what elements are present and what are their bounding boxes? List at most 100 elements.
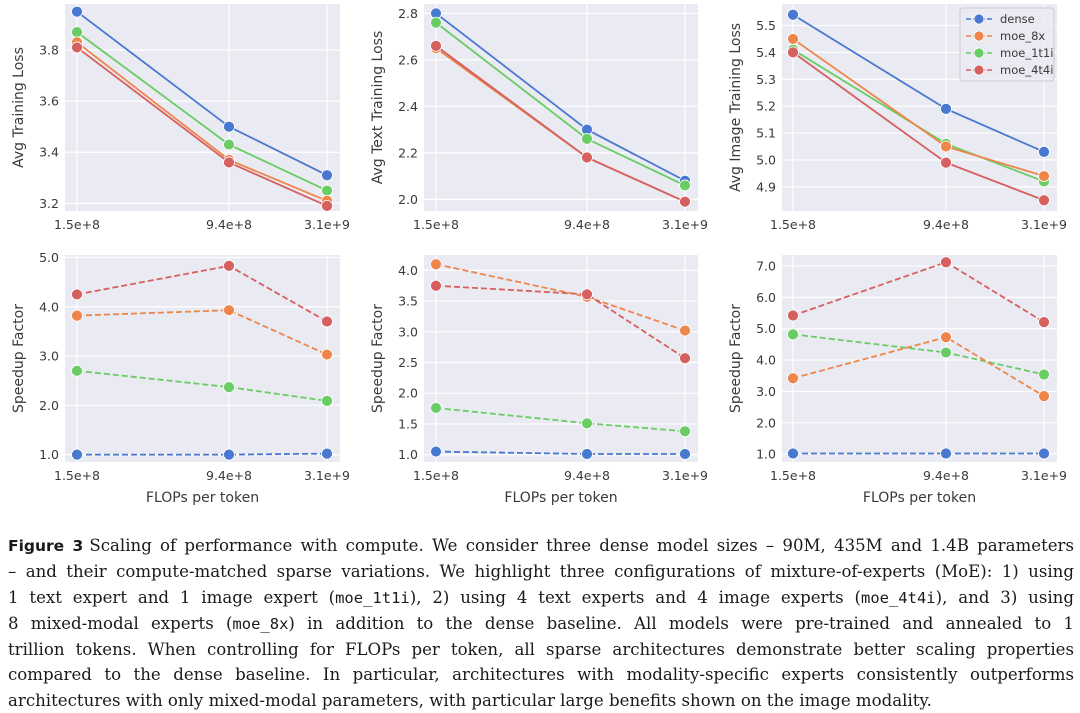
data-point-moe_1t1i [1038, 368, 1050, 381]
subplot-speedup-overall: 1.0 2.0 3.0 4.0 5.0 1.5e+8 9.4e+8 3.1e+9 Speedup… [11, 250, 350, 506]
x-tick-label: 9.4e+8 [206, 468, 252, 483]
data-point-moe_4t4i [321, 315, 333, 328]
x-tick-label: 3.1e+9 [662, 468, 708, 483]
y-tick-label: 2.0 [398, 192, 418, 207]
plot-area [782, 255, 1057, 462]
plot-area [424, 255, 698, 462]
caption-text: ), and 3) using [935, 587, 1074, 607]
legend-entry-moe_4t4i: moe_4t4i [966, 63, 1053, 77]
data-point-dense [321, 447, 333, 460]
y-tick-label: 2.0 [398, 386, 418, 401]
series-dense [787, 447, 1050, 460]
x-tick-label: 3.1e+9 [304, 217, 350, 232]
y-tick-label: 4.0 [756, 353, 776, 368]
data-point-moe_4t4i [679, 195, 691, 208]
series-moe_1t1i [71, 26, 333, 197]
subplot-speedup-image: 1.0 2.0 3.0 4.0 5.0 6.0 7.0 1.5e+8 9.4e+8 3.1e+9 S… [728, 255, 1067, 506]
series-moe_1t1i [787, 328, 1050, 381]
y-axis-label: Avg Training Loss [11, 47, 27, 168]
x-tick-label: 3.1e+9 [1021, 468, 1067, 483]
caption-text: architectures with only mixed-modal para… [8, 690, 932, 710]
data-point-moe_4t4i [581, 288, 593, 301]
data-point-moe_8x [940, 140, 952, 153]
legend-marker [973, 30, 985, 42]
y-tick-label: 3.4 [39, 145, 59, 160]
series-line-moe_1t1i [435, 407, 686, 433]
series-moe_4t4i [787, 256, 1050, 329]
y-tick-label: 3.6 [39, 94, 59, 109]
data-point-moe_8x [1038, 170, 1050, 182]
legend-marker [973, 64, 985, 76]
data-point-moe_1t1i [71, 26, 83, 39]
y-tick-label: 1.5 [398, 416, 418, 431]
legend-box [959, 7, 1055, 82]
data-point-dense [581, 448, 593, 460]
data-point-moe_4t4i [581, 151, 593, 164]
data-point-moe_4t4i [940, 156, 952, 169]
y-tick-label: 5.2 [756, 99, 776, 114]
caption-text: – and their compute-matched sparse varia… [8, 562, 1074, 582]
x-tick-label: 9.4e+8 [923, 217, 969, 232]
config-name: moe_8x [232, 614, 289, 633]
data-point-moe_8x [679, 324, 691, 337]
series-dense [71, 447, 333, 461]
x-tick-label: 1.5e+8 [770, 217, 816, 232]
x-tick-label: 3.1e+9 [662, 217, 708, 232]
data-point-moe_8x [1038, 390, 1050, 403]
y-tick-label: 2.2 [398, 145, 418, 160]
legend-label: moe_4t4i [1000, 63, 1053, 77]
data-point-moe_4t4i [430, 39, 442, 52]
data-point-dense [787, 8, 799, 21]
caption-text: ), 2) using 4 text experts and 4 image e… [409, 587, 861, 607]
data-point-moe_1t1i [940, 346, 952, 359]
data-point-dense [71, 5, 83, 18]
subplot-avg-text-training-loss: 2.0 2.2 2.4 2.6 2.8 1.5e+8 9.4e+8 3.1e+9 Avg Tex… [370, 4, 708, 232]
series-moe_4t4i [430, 279, 691, 365]
caption-text: compared to the dense baseline. In parti… [8, 665, 1074, 685]
x-tick-label: 1.5e+8 [54, 217, 100, 232]
caption-line: compared to the dense baseline. In parti… [8, 662, 1074, 687]
x-tick-label: 1.5e+8 [413, 217, 459, 232]
data-point-moe_8x [940, 331, 952, 344]
y-tick-label: 4.0 [398, 263, 418, 278]
series-moe_8x [71, 304, 333, 361]
data-point-moe_4t4i [321, 199, 333, 212]
x-tick-label: 1.5e+8 [413, 468, 459, 483]
data-point-moe_4t4i [679, 352, 691, 365]
x-tick-label: 9.4e+8 [564, 468, 610, 483]
subplot-avg-image-training-loss: 4.9 5.0 5.1 5.2 5.3 5.4 5.5 1.5e+8 9.4e+8 3.1e+9 A… [728, 4, 1067, 232]
data-point-moe_8x [223, 304, 235, 317]
legend-marker [973, 13, 985, 25]
data-point-moe_4t4i [71, 288, 83, 301]
data-point-moe_4t4i [1038, 194, 1050, 207]
data-point-moe_1t1i [223, 138, 235, 151]
data-point-moe_8x [787, 33, 799, 45]
series-line-dense [77, 452, 328, 456]
data-point-dense [223, 448, 235, 461]
data-point-moe_4t4i [940, 256, 952, 269]
data-point-dense [940, 447, 952, 460]
x-axis-label: FLOPs per token [863, 490, 976, 506]
y-tick-label: 5.4 [756, 45, 776, 60]
data-point-dense [223, 120, 235, 133]
data-point-moe_1t1i [321, 394, 333, 407]
y-tick-label: 5.0 [756, 321, 776, 336]
series-dense [71, 5, 333, 182]
y-tick-label: 6.0 [756, 290, 776, 305]
data-point-moe_8x [321, 348, 333, 361]
legend-label: moe_1t1i [1000, 46, 1053, 60]
y-axis-label: Speedup Factor [370, 304, 386, 413]
x-tick-label: 1.5e+8 [54, 468, 100, 483]
x-tick-label: 1.5e+8 [770, 468, 816, 483]
x-tick-label: 3.1e+9 [304, 468, 350, 483]
caption-line: – and their compute-matched sparse varia… [8, 559, 1074, 584]
caption-text: ) in addition to the dense baseline. All… [288, 613, 1074, 633]
subplot-speedup-text: 1.0 1.5 2.0 2.5 3.0 3.5 4.0 1.5e+8 9.4e+8 3.1e+9 S… [370, 255, 708, 506]
y-tick-label: 4.0 [39, 299, 59, 314]
x-tick-label: 9.4e+8 [564, 217, 610, 232]
config-name: moe_4t4i [860, 588, 936, 607]
y-tick-label: 2.6 [398, 52, 418, 67]
legend-entry-dense: dense [966, 12, 1035, 26]
data-point-dense [321, 169, 333, 182]
series-dense [787, 8, 1050, 158]
